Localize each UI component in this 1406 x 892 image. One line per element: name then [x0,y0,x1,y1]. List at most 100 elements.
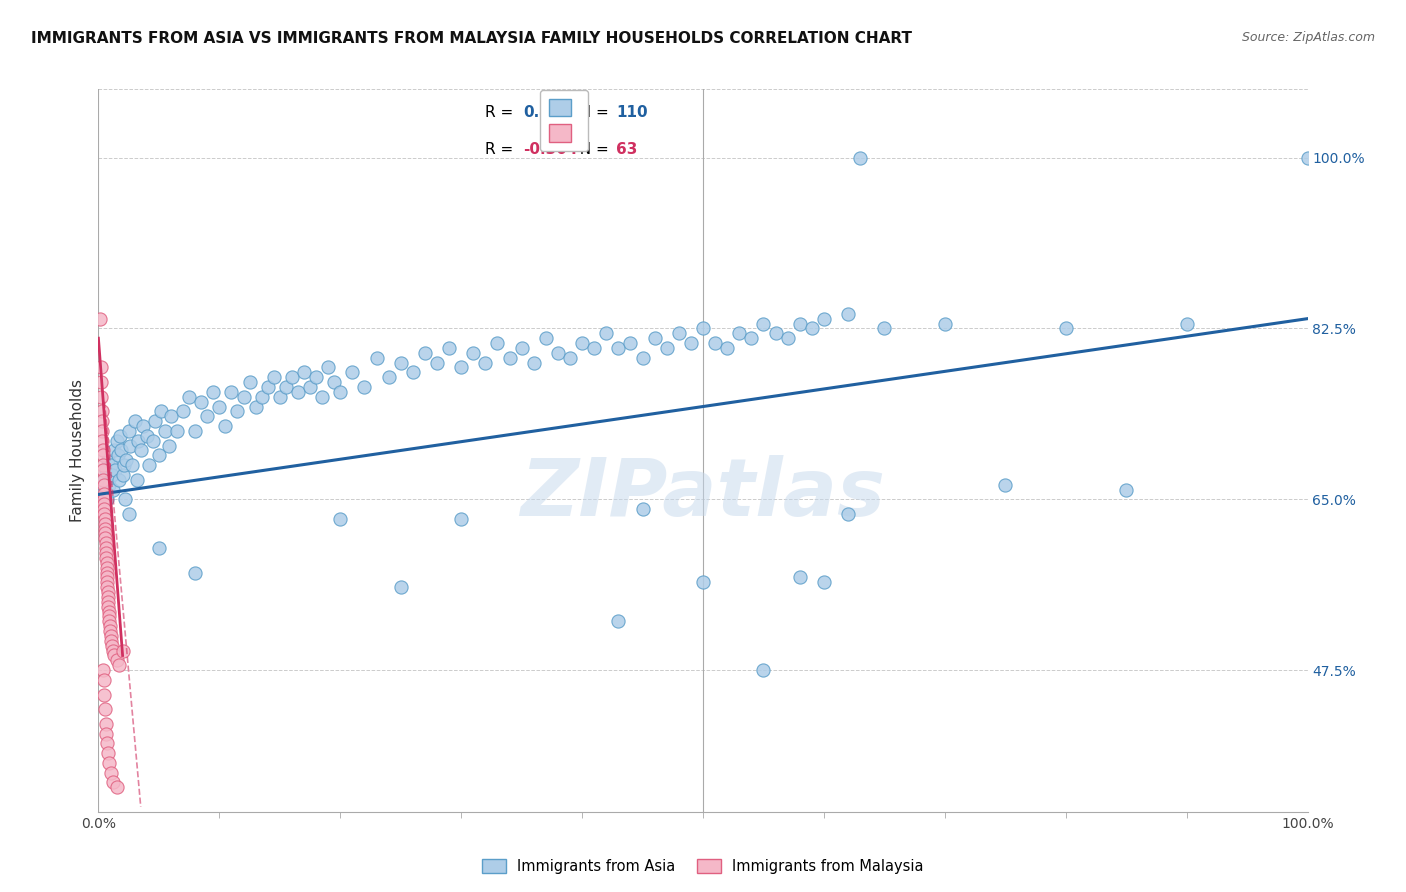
Point [813,311,835,326]
Point [97,609,120,624]
Point [934,317,956,331]
Point [607,341,630,355]
Point [607,615,630,629]
Point [413,346,436,360]
Point [437,341,460,355]
Point [94,702,117,716]
Point [93,502,115,516]
Text: N =: N = [569,105,613,120]
Point [98,477,121,491]
Point [523,355,546,369]
Legend: , : , [540,89,588,151]
Point [837,507,859,521]
Text: N =: N = [569,143,613,157]
Point [740,331,762,345]
Point [100,639,122,653]
Point [121,458,143,472]
Point [93,473,115,487]
Point [90,390,112,404]
Text: R =: R = [485,105,519,120]
Point [692,575,714,590]
Point [96,550,118,565]
Point [281,370,304,384]
Point [132,419,155,434]
Point [89,311,111,326]
Point [873,321,896,335]
Text: 0.448: 0.448 [523,105,571,120]
Point [118,424,141,438]
Point [93,497,115,511]
Point [366,351,388,365]
Point [93,487,115,501]
Point [111,643,134,657]
Point [98,624,121,639]
Point [752,663,775,677]
Point [849,151,872,165]
Point [426,355,449,369]
Point [118,439,141,453]
Point [389,355,412,369]
Point [94,546,117,560]
Point [184,424,207,438]
Point [97,746,120,760]
Point [98,619,121,633]
Text: R =: R = [485,143,519,157]
Point [107,448,129,462]
Point [91,448,114,462]
Point [353,380,375,394]
Point [232,390,254,404]
Point [94,716,117,731]
Point [93,512,115,526]
Point [474,355,496,369]
Point [571,336,593,351]
Point [172,404,194,418]
Point [558,351,581,365]
Point [93,473,115,487]
Point [91,414,114,428]
Point [655,341,678,355]
Point [377,370,399,384]
Point [202,384,225,399]
Y-axis label: Family Households: Family Households [69,379,84,522]
Point [486,336,509,351]
Point [118,507,141,521]
Point [96,556,118,570]
Point [263,370,285,384]
Point [96,566,118,580]
Point [124,414,146,428]
Point [96,560,118,574]
Point [93,688,115,702]
Text: Source: ZipAtlas.com: Source: ZipAtlas.com [1241,31,1375,45]
Point [97,605,120,619]
Point [97,585,120,599]
Point [94,516,117,531]
Text: -0.304: -0.304 [523,143,578,157]
Point [226,404,249,418]
Point [112,458,135,472]
Point [813,575,835,590]
Point [1175,317,1198,331]
Point [135,429,157,443]
Point [127,473,149,487]
Point [160,409,183,424]
Point [105,434,128,448]
Point [1054,321,1077,335]
Point [299,380,322,394]
Point [93,477,115,491]
Point [153,424,176,438]
Point [342,365,364,379]
Point [91,477,114,491]
Point [287,384,309,399]
Point [108,473,131,487]
Point [96,580,118,594]
Point [179,390,201,404]
Point [91,463,114,477]
Point [329,512,352,526]
Point [91,443,114,458]
Text: 110: 110 [616,105,648,120]
Point [752,317,775,331]
Point [256,380,278,394]
Point [583,341,606,355]
Point [631,502,654,516]
Point [323,375,346,389]
